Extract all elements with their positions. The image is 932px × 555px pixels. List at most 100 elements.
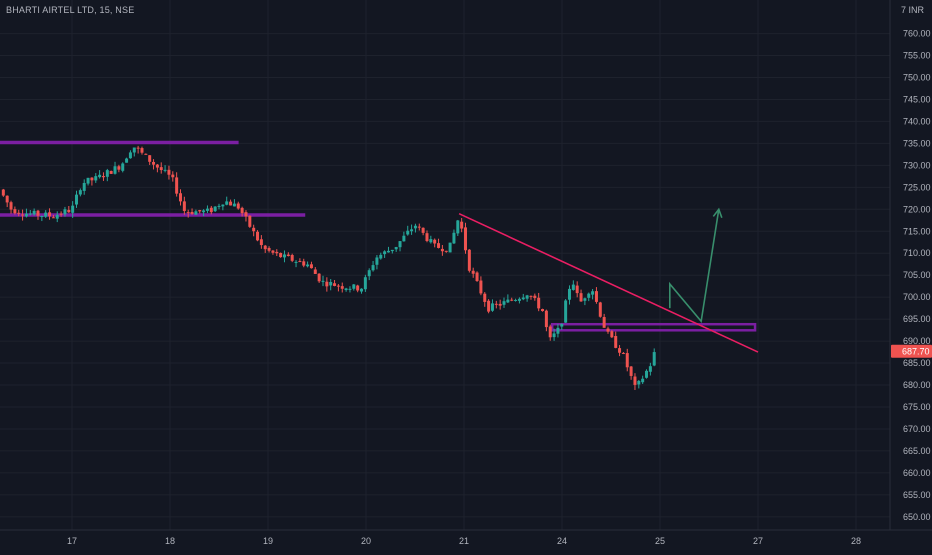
candle-body [240, 207, 244, 214]
candle-body [159, 167, 163, 171]
candle-body [44, 212, 48, 217]
candle-body [286, 254, 290, 257]
candle-body [186, 212, 190, 214]
candle-body [587, 293, 591, 298]
descending-trendline[interactable] [458, 212, 759, 353]
candle-body [437, 243, 441, 248]
candle-body [579, 293, 583, 302]
candle-body [217, 205, 221, 207]
candle-body [336, 285, 340, 287]
y-tick-label: 720.00 [903, 204, 931, 214]
candle-body [51, 217, 55, 219]
candle-body [556, 327, 560, 334]
y-tick-label: 725.00 [903, 182, 931, 192]
candle-body [333, 283, 337, 286]
y-tick-label: 670.00 [903, 424, 931, 434]
candle-body [132, 147, 136, 153]
candle-body [525, 295, 529, 299]
candle-body [259, 239, 263, 246]
candle-body [421, 227, 425, 233]
projection-arrowhead [712, 207, 723, 219]
candle-body [621, 352, 625, 354]
candle-body [90, 177, 94, 181]
candle-body [510, 299, 514, 301]
projection-arrow[interactable] [458, 207, 759, 353]
candle-body [348, 288, 352, 290]
symbol-title[interactable]: BHARTI AIRTEL LTD, 15, NSE [6, 5, 135, 15]
candle-body [309, 264, 313, 269]
candle-body [121, 163, 125, 171]
drawing-tools[interactable] [0, 140, 757, 332]
y-tick-label: 715.00 [903, 226, 931, 236]
candle-body [252, 227, 256, 232]
candle-body [279, 252, 283, 258]
candle-body [552, 333, 556, 338]
candle-body [625, 353, 629, 368]
projection-path[interactable] [668, 209, 720, 324]
candle-body [514, 299, 518, 301]
last-price-badge [891, 344, 932, 358]
candle-body [275, 251, 279, 254]
last-price-label: 687.70 [902, 347, 930, 357]
candle-body [371, 265, 375, 271]
candle-body [452, 232, 456, 244]
currency-label[interactable]: 7 INR [900, 5, 924, 15]
candle-body [294, 261, 298, 263]
candle-body [24, 213, 28, 217]
candle-body [78, 190, 82, 195]
candle-body [402, 235, 406, 242]
candle-body [448, 242, 452, 253]
candle-body [1, 189, 5, 196]
candle-body [386, 250, 390, 253]
candle-body [645, 370, 649, 378]
candle-body [564, 300, 568, 323]
candle-body [610, 331, 614, 338]
x-tick-label: 17 [67, 536, 77, 546]
candle-body [5, 195, 9, 203]
candle-body [75, 194, 79, 205]
candle-body [221, 204, 225, 207]
candle-body [32, 210, 36, 215]
candle-body [521, 297, 525, 300]
candle-body [67, 209, 71, 213]
candle-body [641, 378, 645, 383]
candle-body [244, 212, 248, 217]
candle-body [413, 225, 417, 229]
candle-body [128, 152, 132, 159]
candle-body [190, 211, 194, 214]
candle-body [329, 281, 333, 286]
x-tick-label: 21 [459, 536, 469, 546]
candle-body [313, 269, 317, 274]
candle-body [541, 309, 545, 312]
y-tick-label: 760.00 [903, 29, 931, 39]
candle-body [598, 302, 602, 317]
candle-body [379, 254, 383, 259]
candle-body [163, 169, 167, 171]
candle-body [263, 245, 267, 250]
candle-body [152, 161, 156, 165]
candle-body [398, 241, 402, 248]
y-tick-label: 745.00 [903, 94, 931, 104]
candle-body [148, 155, 152, 162]
support-zone-rectangle[interactable] [550, 322, 757, 332]
candle-body [86, 177, 90, 184]
candle-body [529, 295, 533, 297]
candle-body [325, 281, 329, 287]
candle-body [548, 326, 552, 338]
candle-body [425, 233, 429, 241]
candle-body [40, 215, 44, 217]
candle-body [602, 317, 606, 328]
candle-body [101, 176, 105, 178]
candle-body [652, 352, 656, 366]
candle-body [383, 251, 387, 255]
grid-lines [0, 0, 890, 530]
candle-body [494, 303, 498, 305]
x-tick-label: 27 [753, 536, 763, 546]
candle-body [167, 169, 171, 175]
candle-body [17, 212, 21, 214]
candle-body [317, 273, 321, 282]
candle-body [390, 249, 394, 252]
candle-body [298, 261, 302, 263]
